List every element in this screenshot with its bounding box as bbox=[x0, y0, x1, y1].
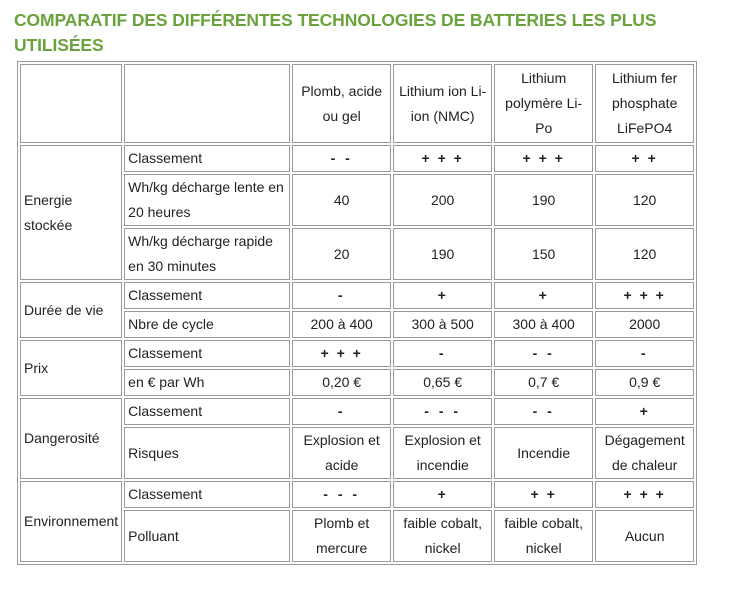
rating-cell: + + bbox=[494, 481, 594, 508]
row-label: Classement bbox=[124, 282, 291, 309]
value-cell: faible cobalt, nickel bbox=[494, 510, 594, 562]
table-row: Polluant Plomb et mercure faible cobalt,… bbox=[20, 510, 695, 562]
group-label-danger: Dangerosité bbox=[20, 398, 123, 479]
table-row: Environnement Classement - - - + + + + +… bbox=[20, 481, 695, 562]
rating-cell: - - - bbox=[292, 481, 392, 508]
table-row: Nbre de cycle 200 à 400 300 à 500 300 à … bbox=[20, 311, 695, 338]
row-label: Classement bbox=[124, 398, 291, 425]
row-label: Risques bbox=[124, 427, 291, 479]
value-cell: 150 bbox=[494, 228, 594, 280]
row-label: en € par Wh bbox=[124, 369, 291, 396]
table-row: Dangerosité Classement - - - - - - + bbox=[20, 398, 695, 479]
value-cell: 0,65 € bbox=[393, 369, 493, 396]
table-row: Wh/kg décharge lente en 20 heures 40 200… bbox=[20, 174, 695, 226]
row-label: Wh/kg décharge lente en 20 heures bbox=[124, 174, 291, 226]
table-row: Prix Classement + + + - - - - bbox=[20, 340, 695, 396]
rating-cell: - - bbox=[494, 398, 594, 425]
value-cell: Aucun bbox=[595, 510, 695, 562]
value-cell: 40 bbox=[292, 174, 392, 226]
rating-cell: + bbox=[393, 282, 493, 309]
header-row: Plomb, acide ou gel Lithium ion Li-ion (… bbox=[20, 64, 695, 143]
row-label: Classement bbox=[124, 145, 291, 172]
rating-cell: + + + bbox=[595, 282, 695, 309]
table-row: Energie stockée Classement - - + + + + +… bbox=[20, 145, 695, 280]
group-label-lifespan: Durée de vie bbox=[20, 282, 123, 338]
value-cell: 0,9 € bbox=[595, 369, 695, 396]
rating-cell: - - bbox=[292, 145, 392, 172]
column-header-lead-acid: Plomb, acide ou gel bbox=[292, 64, 392, 143]
group-label-energy: Energie stockée bbox=[20, 145, 123, 280]
table-row: en € par Wh 0,20 € 0,65 € 0,7 € 0,9 € bbox=[20, 369, 695, 396]
rating-cell: + + bbox=[595, 145, 695, 172]
table-row: Wh/kg décharge rapide en 30 minutes 20 1… bbox=[20, 228, 695, 280]
row-label: Polluant bbox=[124, 510, 291, 562]
rating-cell: + bbox=[595, 398, 695, 425]
rating-cell: + bbox=[393, 481, 493, 508]
row-label: Nbre de cycle bbox=[124, 311, 291, 338]
page-title: COMPARATIF DES DIFFÉRENTES TECHNOLOGIES … bbox=[14, 10, 657, 55]
value-cell: Incendie bbox=[494, 427, 594, 479]
table-row: Durée de vie Classement - + + + + + bbox=[20, 282, 695, 338]
column-header-li-ion: Lithium ion Li-ion (NMC) bbox=[393, 64, 493, 143]
column-header-li-po: Lithium polymère Li-Po bbox=[494, 64, 594, 143]
value-cell: Dégagement de chaleur bbox=[595, 427, 695, 479]
value-cell: faible cobalt, nickel bbox=[393, 510, 493, 562]
rating-cell: - - bbox=[494, 340, 594, 367]
value-cell: 0,20 € bbox=[292, 369, 392, 396]
group-label-price: Prix bbox=[20, 340, 123, 396]
rating-cell: + bbox=[494, 282, 594, 309]
value-cell: 190 bbox=[393, 228, 493, 280]
rating-cell: + + + bbox=[494, 145, 594, 172]
rating-cell: + + + bbox=[393, 145, 493, 172]
value-cell: Explosion et acide bbox=[292, 427, 392, 479]
value-cell: 200 bbox=[393, 174, 493, 226]
row-label: Wh/kg décharge rapide en 30 minutes bbox=[124, 228, 291, 280]
rating-cell: - bbox=[393, 340, 493, 367]
row-label: Classement bbox=[124, 481, 291, 508]
empty-header-cell bbox=[124, 64, 291, 143]
value-cell: Plomb et mercure bbox=[292, 510, 392, 562]
value-cell: 2000 bbox=[595, 311, 695, 338]
value-cell: 120 bbox=[595, 228, 695, 280]
rating-cell: - - - bbox=[393, 398, 493, 425]
value-cell: 20 bbox=[292, 228, 392, 280]
value-cell: 0,7 € bbox=[494, 369, 594, 396]
empty-header-cell bbox=[20, 64, 123, 143]
value-cell: 300 à 500 bbox=[393, 311, 493, 338]
value-cell: 190 bbox=[494, 174, 594, 226]
comparison-table: Plomb, acide ou gel Lithium ion Li-ion (… bbox=[17, 61, 698, 565]
row-label: Classement bbox=[124, 340, 291, 367]
rating-cell: - bbox=[292, 398, 392, 425]
table-row: Risques Explosion et acide Explosion et … bbox=[20, 427, 695, 479]
value-cell: Explosion et incendie bbox=[393, 427, 493, 479]
group-label-environment: Environnement bbox=[20, 481, 123, 562]
value-cell: 200 à 400 bbox=[292, 311, 392, 338]
value-cell: 120 bbox=[595, 174, 695, 226]
rating-cell: + + + bbox=[292, 340, 392, 367]
value-cell: 300 à 400 bbox=[494, 311, 594, 338]
rating-cell: - bbox=[595, 340, 695, 367]
rating-cell: + + + bbox=[595, 481, 695, 508]
rating-cell: - bbox=[292, 282, 392, 309]
column-header-lifepo4: Lithium fer phosphate LiFePO4 bbox=[595, 64, 695, 143]
